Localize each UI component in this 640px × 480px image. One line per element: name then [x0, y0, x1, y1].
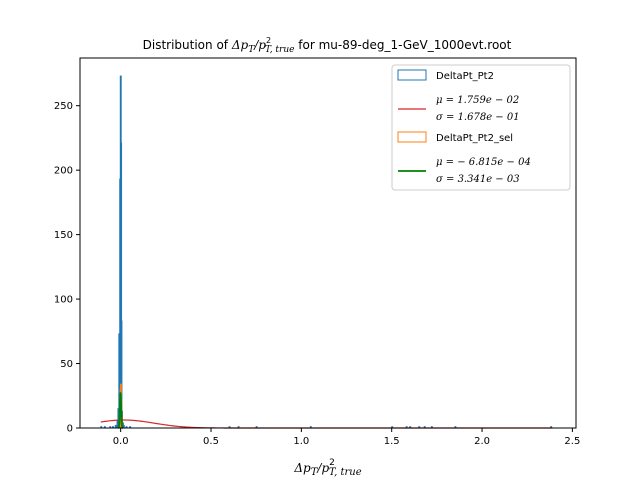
legend-sigma-gauss-all: σ = 1.678e − 01: [436, 112, 520, 123]
axes-frame: [79, 57, 577, 429]
x-tick-label: 2.5: [564, 436, 580, 447]
y-axis: 0 50 100 150 200 250: [54, 101, 80, 435]
legend-sigma-gauss-sel: σ = 3.341e − 03: [436, 174, 520, 185]
y-tick-label: 250: [54, 101, 73, 112]
y-tick-label: 50: [60, 359, 73, 370]
legend-mu-gauss-sel: μ = − 6.815e − 04: [436, 157, 531, 168]
legend-swatch-deltapt-pt2: [397, 69, 427, 81]
chart-title: Distribution of ΔpT/p2 T, true for mu-89-…: [143, 36, 512, 55]
x-tick-label: 1.0: [293, 436, 309, 447]
x-tick-label: 2.0: [474, 436, 490, 447]
y-tick-label: 200: [54, 166, 73, 177]
y-tick-label: 150: [54, 230, 73, 241]
legend-swatch-deltapt-pt2-sel: [397, 131, 427, 143]
fit-curve-gauss-sel: [117, 392, 124, 429]
legend-label-deltapt-pt2-sel: DeltaPt_Pt2_sel: [436, 133, 513, 144]
x-tick-label: 0.5: [203, 436, 219, 447]
y-tick-label: 100: [54, 295, 73, 306]
legend-mu-gauss-all: μ = 1.759e − 02: [436, 95, 519, 106]
x-axis-label: ΔpT/p2 T, true: [293, 458, 361, 478]
x-tick-label: 0.0: [113, 436, 129, 447]
x-axis: 0.0 0.5 1.0 1.5 2.0 2.5: [113, 428, 580, 447]
y-tick-label: 0: [67, 424, 73, 435]
x-tick-label: 1.5: [384, 436, 400, 447]
legend-box: [391, 64, 571, 191]
legend-label-deltapt-pt2: DeltaPt_Pt2: [436, 71, 494, 82]
legend: DeltaPt_Pt2 μ = 1.759e − 02 σ = 1.678e −…: [391, 64, 571, 191]
